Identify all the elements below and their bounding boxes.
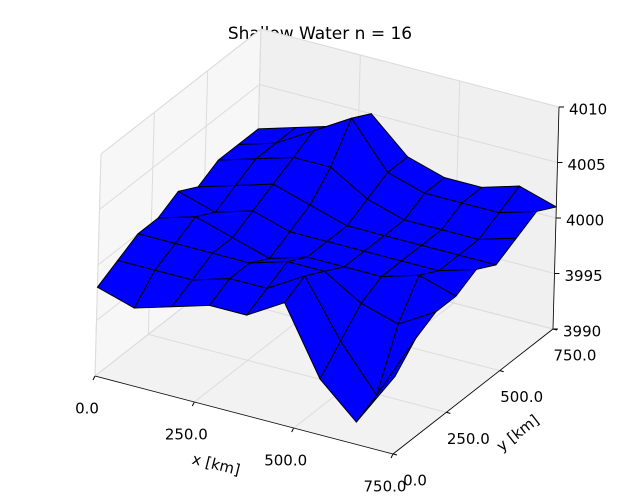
- grid-line: [99, 84, 260, 210]
- x-tick-label: 0.0: [75, 400, 99, 418]
- y-tick: [392, 453, 398, 456]
- grid-line: [100, 28, 262, 155]
- grid-line: [259, 84, 558, 163]
- x-tick: [291, 427, 295, 433]
- z-tick-label: 4000: [566, 212, 604, 230]
- z-tick-label: 4010: [569, 101, 607, 119]
- surface-patch: [355, 337, 417, 423]
- y-tick-label: 0.0: [403, 472, 427, 490]
- y-axis-label: y [km]: [493, 411, 542, 455]
- y-tick-label: 500.0: [500, 388, 543, 406]
- grid-line: [260, 28, 560, 108]
- x-axis-label: x [km]: [190, 450, 242, 479]
- z-tick-label: 3995: [565, 267, 603, 285]
- axis-line: [94, 375, 394, 455]
- z-tick-label: 4005: [568, 156, 606, 174]
- y-tick-label: 250.0: [447, 430, 490, 448]
- x-tick: [390, 453, 394, 459]
- y-tick: [446, 411, 451, 414]
- y-tick: [499, 370, 504, 373]
- x-tick-label: 750.0: [364, 478, 407, 496]
- axis-line: [392, 328, 554, 455]
- x-tick: [92, 375, 96, 381]
- z-tick-label: 3990: [563, 323, 601, 341]
- y-tick-label: 750.0: [554, 347, 597, 365]
- grid-line: [148, 333, 447, 413]
- axis-line: [552, 106, 560, 330]
- x-tick-label: 250.0: [165, 426, 208, 444]
- x-tick-label: 500.0: [264, 452, 307, 470]
- x-tick: [191, 401, 195, 407]
